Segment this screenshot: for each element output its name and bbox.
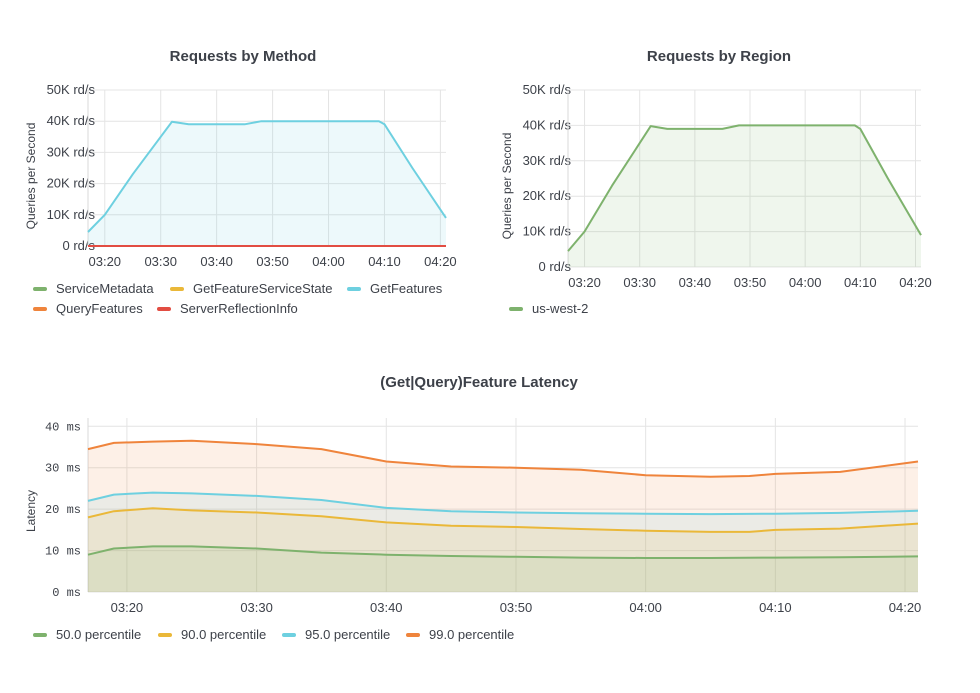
x-tick-label: 04:00: [629, 600, 662, 615]
legend-item[interactable]: ServerReflectionInfo: [157, 301, 298, 316]
legend-item[interactable]: ServiceMetadata: [33, 281, 154, 296]
legend-label: 95.0 percentile: [305, 627, 391, 642]
legend-swatch: [157, 306, 171, 311]
x-tick-label: 03:30: [623, 275, 656, 290]
legend-swatch: [33, 306, 47, 311]
series-line: [87, 120, 447, 233]
series-line: [87, 545, 919, 559]
plot-area: 0 rd/s 10K rd/s 20K rd/s 30K rd/s 40K rd/s 50…: [47, 82, 457, 269]
y-tick-label: 0 rd/s: [62, 238, 95, 253]
legend-swatch: [33, 632, 47, 637]
y-tick-label: 10 ms: [45, 545, 81, 559]
x-tick-label: 03:50: [256, 254, 289, 269]
x-tick-label: 03:20: [89, 254, 122, 269]
legend-label: us-west-2: [532, 301, 589, 316]
legend-label: GetFeatures: [370, 281, 443, 296]
legend-swatch: [33, 286, 47, 291]
series-area: [88, 121, 446, 246]
series-area: [88, 492, 918, 592]
chart-title: (Get|Query)Feature Latency: [380, 374, 578, 391]
x-tick-label: 03:30: [240, 600, 273, 615]
legend-swatch: [158, 632, 172, 637]
series-area: [88, 508, 918, 592]
x-tick-label: 04:10: [368, 254, 401, 269]
x-tick-label: 03:50: [734, 275, 767, 290]
legend-swatch: [347, 286, 361, 291]
y-tick-label: 30 ms: [45, 462, 81, 476]
y-tick-label: 10K rd/s: [47, 207, 96, 222]
series-area: [88, 546, 918, 592]
legend-item[interactable]: 99.0 percentile: [406, 627, 514, 642]
plot-area: 0 ms 10 ms 20 ms 30 ms 40 ms 03:20 03:30 03:40 0…: [45, 418, 921, 615]
legend-swatch: [509, 306, 523, 311]
legend-item[interactable]: 95.0 percentile: [282, 627, 390, 642]
legend-label: GetFeatureServiceState: [193, 281, 333, 296]
y-tick-label: 40K rd/s: [47, 113, 96, 128]
x-tick-label: 04:20: [424, 254, 457, 269]
legend-label: ServerReflectionInfo: [180, 301, 298, 316]
x-tick-label: 03:40: [370, 600, 403, 615]
legend-item[interactable]: 90.0 percentile: [158, 627, 266, 642]
legend-label: 99.0 percentile: [429, 627, 515, 642]
series-area: [568, 125, 921, 268]
y-axis-label: Queries per Second: [24, 123, 38, 230]
chart-title: Requests by Region: [647, 48, 791, 65]
x-tick-label: 04:00: [789, 275, 822, 290]
legend-label: 50.0 percentile: [56, 627, 142, 642]
chart-feature-latency: (Get|Query)Feature Latency Latency 0 ms 1…: [24, 374, 921, 615]
x-tick-label: 03:20: [568, 275, 601, 290]
y-tick-label: 30K rd/s: [47, 144, 96, 159]
legend-label: ServiceMetadata: [56, 281, 154, 296]
y-tick-label: 20K rd/s: [523, 188, 572, 203]
series-line: [87, 491, 919, 516]
legend-swatch: [406, 632, 420, 637]
y-tick-label: 40K rd/s: [523, 117, 572, 132]
y-axis-label: Latency: [24, 490, 38, 532]
series-line: [87, 439, 919, 478]
legend-item[interactable]: GetFeatureServiceState: [170, 281, 332, 296]
y-tick-label: 20 ms: [45, 503, 81, 517]
series-area: [88, 440, 918, 592]
series-line: [567, 124, 922, 252]
x-tick-label: 03:30: [144, 254, 177, 269]
y-tick-label: 40 ms: [45, 420, 81, 434]
y-tick-label: 30K rd/s: [523, 153, 572, 168]
x-tick-label: 03:40: [679, 275, 712, 290]
legend-swatch: [170, 286, 184, 291]
x-tick-label: 04:10: [759, 600, 792, 615]
y-tick-label: 0 rd/s: [538, 259, 571, 274]
x-tick-label: 04:00: [312, 254, 345, 269]
chart-title: Requests by Method: [170, 48, 317, 65]
y-tick-label: 0 ms: [52, 586, 81, 600]
legend-item[interactable]: us-west-2: [509, 301, 588, 316]
series-line: [87, 507, 919, 533]
x-tick-label: 03:40: [200, 254, 233, 269]
x-tick-label: 04:20: [889, 600, 922, 615]
legend-item[interactable]: QueryFeatures: [33, 301, 143, 316]
y-tick-label: 50K rd/s: [523, 82, 572, 97]
x-tick-label: 03:50: [500, 600, 533, 615]
chart-requests-by-method: Requests by Method Queries per Second 0 …: [24, 48, 457, 269]
y-tick-label: 50K rd/s: [47, 82, 96, 97]
legend-swatch: [282, 632, 296, 637]
legend-label: QueryFeatures: [56, 301, 143, 316]
legend-label: 90.0 percentile: [181, 627, 267, 642]
plot-area: 0 rd/s 10K rd/s 20K rd/s 30K rd/s 40K rd/s 50…: [523, 82, 932, 290]
x-tick-label: 04:10: [844, 275, 877, 290]
legend-item[interactable]: GetFeatures: [347, 281, 442, 296]
legend-item[interactable]: 50.0 percentile: [33, 627, 141, 642]
chart-requests-by-region: Requests by Region Queries per Second 0 …: [500, 48, 932, 290]
x-tick-label: 03:20: [111, 600, 144, 615]
y-axis-label: Queries per Second: [500, 133, 514, 240]
x-tick-label: 04:20: [899, 275, 932, 290]
y-tick-label: 10K rd/s: [523, 224, 572, 239]
y-tick-label: 20K rd/s: [47, 176, 96, 191]
